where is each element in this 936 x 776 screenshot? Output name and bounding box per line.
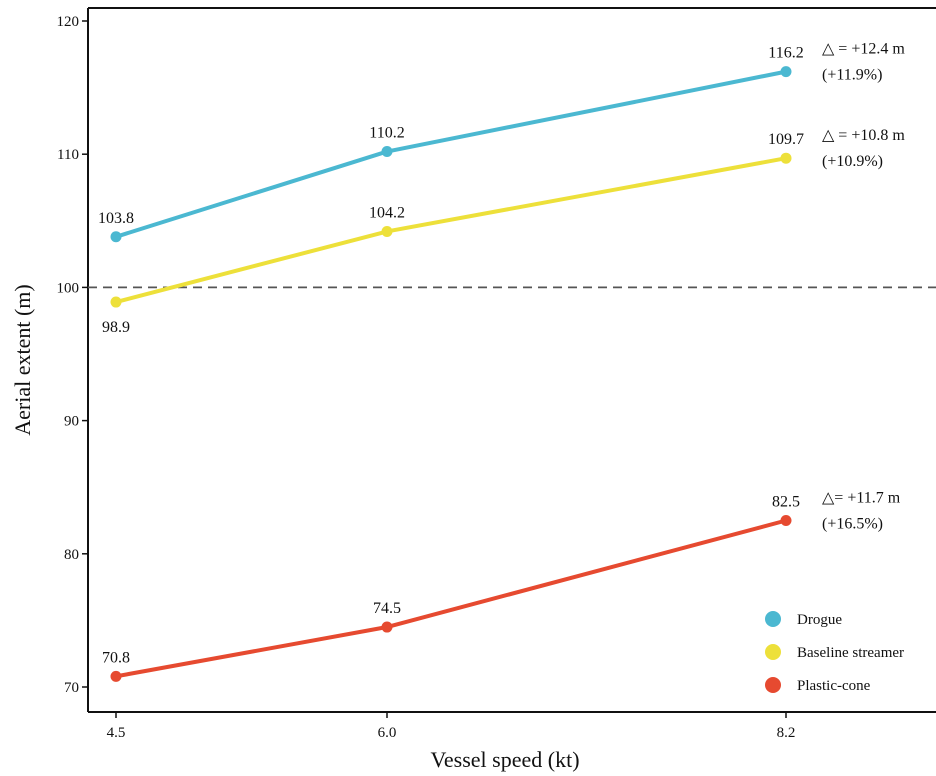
data-label-drogue: 116.2 <box>768 45 803 62</box>
legend-marker-baseline-streamer <box>765 644 781 660</box>
data-label-baseline-streamer: 98.9 <box>102 319 130 336</box>
series-points <box>110 66 792 682</box>
data-label-drogue: 110.2 <box>369 125 404 142</box>
data-point-baseline-streamer <box>110 296 122 308</box>
legend-label-drogue: Drogue <box>797 612 842 628</box>
percent-annotation-baseline-streamer: (+10.9%) <box>822 153 883 170</box>
delta-annotation-baseline-streamer: △ = +10.8 m <box>822 127 905 144</box>
y-axis-title: Aerial extent (m) <box>10 284 35 436</box>
data-point-drogue <box>780 66 792 78</box>
data-point-drogue <box>381 146 393 158</box>
y-tick-label: 110 <box>57 147 79 163</box>
percent-annotation-plastic-cone: (+16.5%) <box>822 516 883 533</box>
series-lines <box>115 69 787 679</box>
data-point-baseline-streamer <box>381 225 393 237</box>
data-label-plastic-cone: 70.8 <box>102 649 130 666</box>
delta-annotation-drogue: △ = +12.4 m <box>822 41 905 58</box>
legend: Drogue Baseline streamer Plastic-cone <box>765 611 904 694</box>
x-tick-label: 6.0 <box>378 725 397 741</box>
x-axis-title: Vessel speed (kt) <box>430 747 579 772</box>
y-tick-label: 80 <box>64 547 79 563</box>
series-line-plastic-cone <box>115 518 787 679</box>
y-tick-label: 70 <box>64 680 79 696</box>
data-point-plastic-cone <box>110 670 122 682</box>
percent-annotation-drogue: (+11.9%) <box>822 67 882 84</box>
x-tick-label: 8.2 <box>777 725 796 741</box>
series-line-drogue <box>115 69 787 239</box>
axes: 70 80 90 100 110 120 4.5 6.0 8.2 Vessel speed (kt… <box>10 7 936 772</box>
x-tick-label: 4.5 <box>107 725 126 741</box>
data-label-baseline-streamer: 109.7 <box>768 131 804 148</box>
legend-marker-drogue <box>765 611 781 627</box>
data-label-drogue: 103.8 <box>98 210 134 227</box>
data-point-baseline-streamer <box>780 152 792 164</box>
data-point-drogue <box>110 231 122 243</box>
data-label-plastic-cone: 74.5 <box>373 600 401 617</box>
data-point-plastic-cone <box>381 621 393 633</box>
series-line-baseline-streamer <box>115 156 787 304</box>
data-label-plastic-cone: 82.5 <box>772 494 800 511</box>
legend-label-plastic-cone: Plastic-cone <box>797 678 871 694</box>
legend-marker-plastic-cone <box>765 677 781 693</box>
annotations: △ = +12.4 m (+11.9%) △ = +10.8 m (+10.9%) △=… <box>822 41 905 533</box>
legend-label-baseline-streamer: Baseline streamer <box>797 645 904 661</box>
y-tick-label: 100 <box>57 280 80 296</box>
y-tick-label: 90 <box>64 414 79 430</box>
data-labels: 103.8 110.2 116.2 98.9 104.2 109.7 70.8 74.5 82.… <box>98 45 804 667</box>
delta-annotation-plastic-cone: △= +11.7 m <box>822 490 901 507</box>
data-point-plastic-cone <box>780 515 792 526</box>
data-label-baseline-streamer: 104.2 <box>369 204 405 221</box>
y-tick-label: 120 <box>57 14 80 30</box>
